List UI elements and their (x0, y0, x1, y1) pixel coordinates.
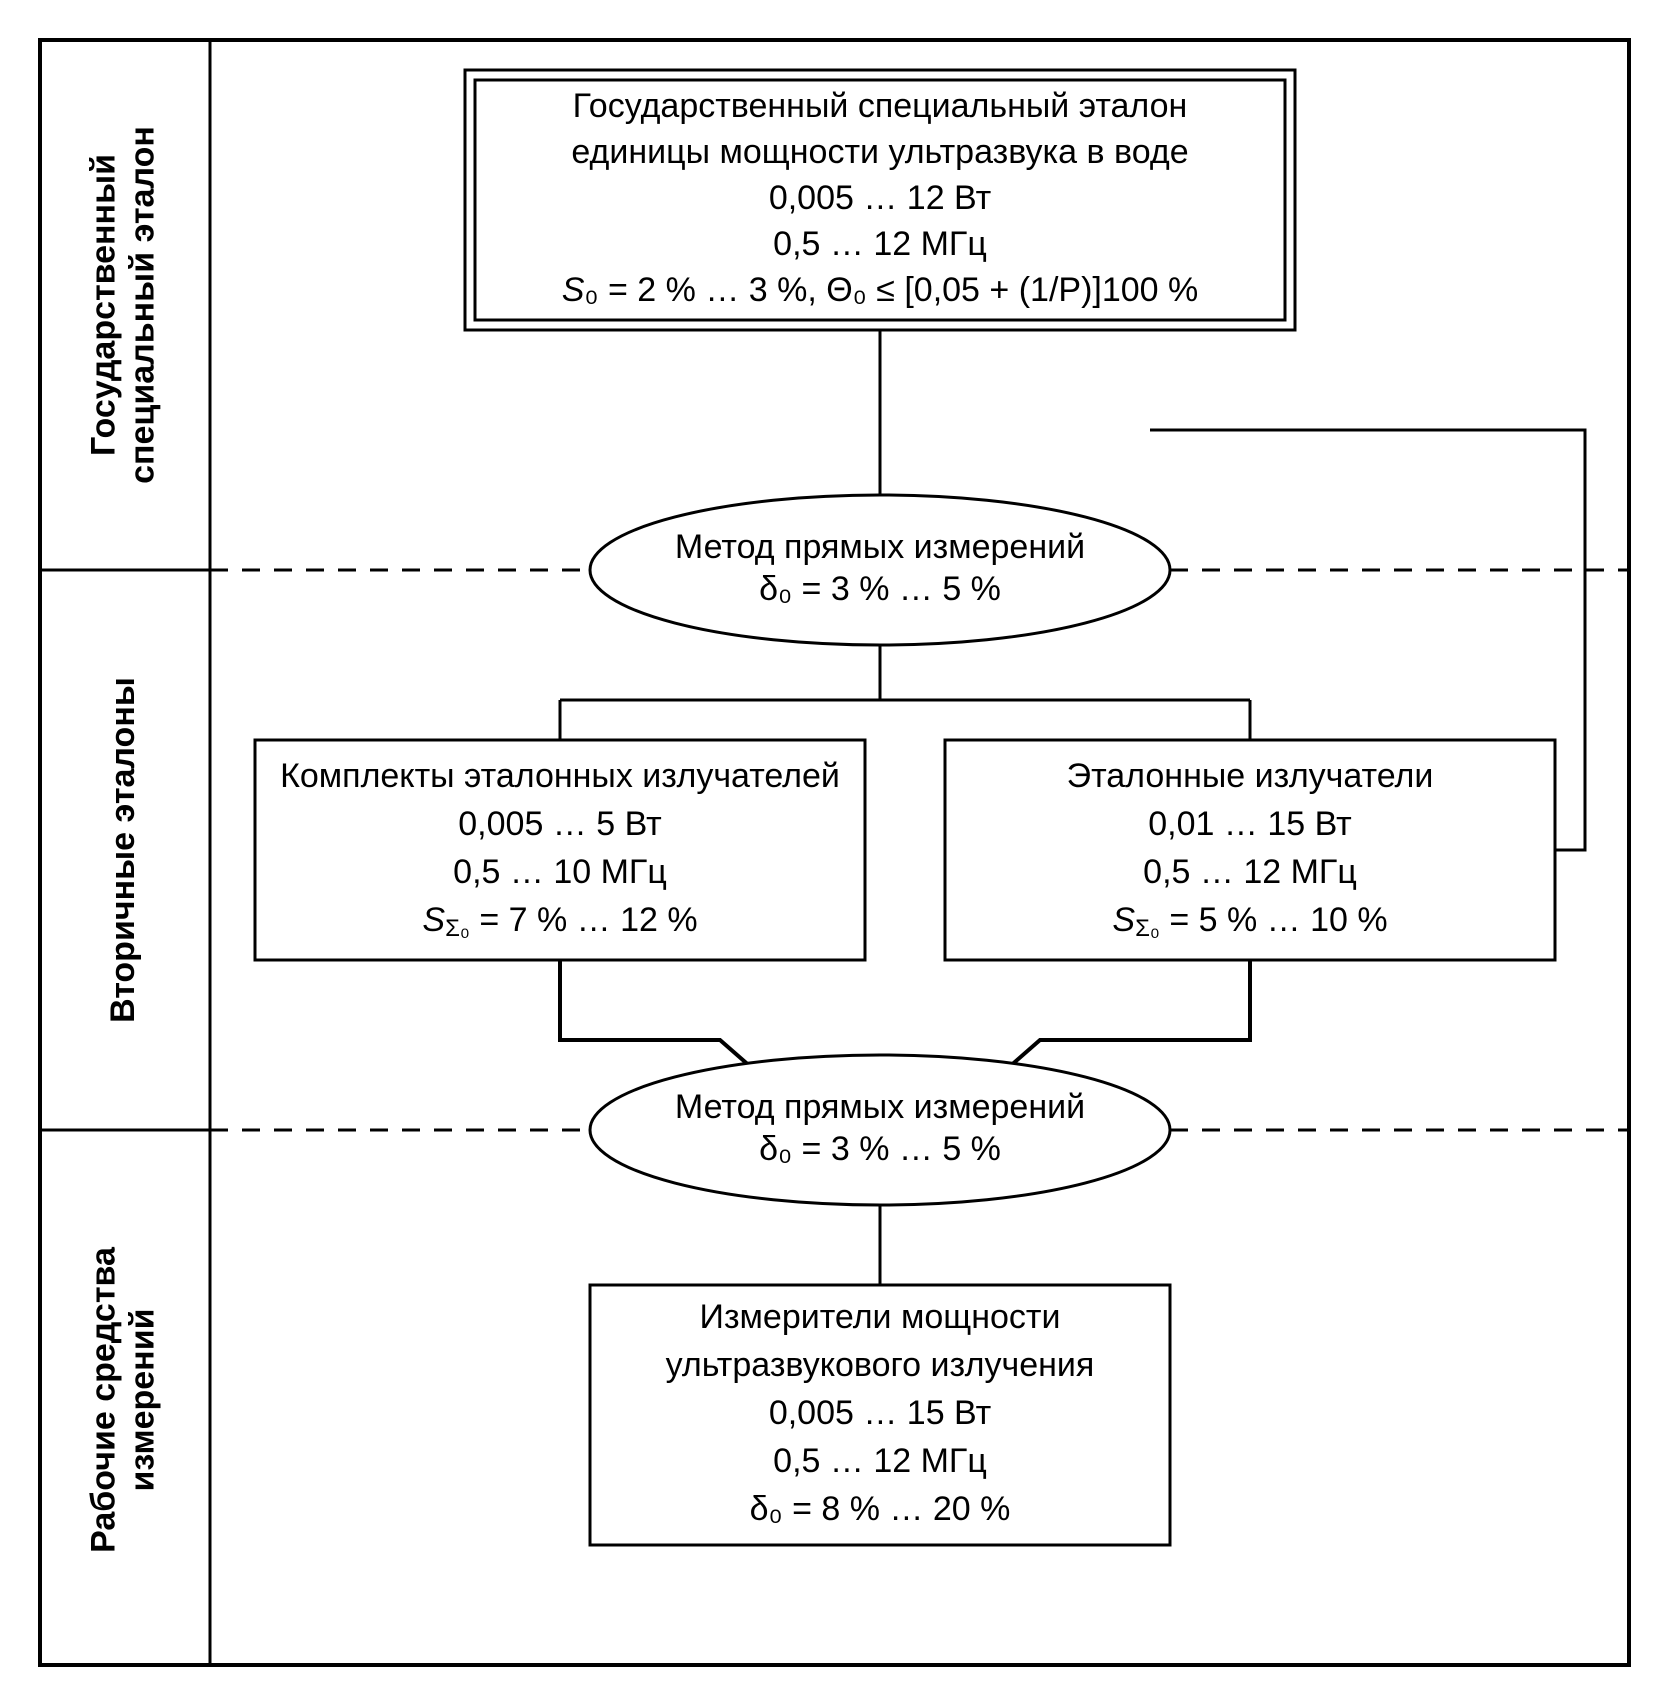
svg-text:0,5 … 12 МГц: 0,5 … 12 МГц (1143, 853, 1357, 891)
svg-text:δ₀ = 3 % … 5 %: δ₀ = 3 % … 5 % (759, 1130, 1001, 1168)
svg-text:Измерители мощности: Измерители мощности (700, 1298, 1061, 1336)
svg-text:0,5 … 12 МГц: 0,5 … 12 МГц (773, 1442, 987, 1480)
svg-text:единицы мощности ультразвука в: единицы мощности ультразвука в воде (571, 133, 1188, 171)
svg-text:Комплекты эталонных излучателе: Комплекты эталонных излучателей (280, 757, 840, 795)
svg-text:S₀ = 2 % … 3 %, Θ₀ ≤ [0,05 + (: S₀ = 2 % … 3 %, Θ₀ ≤ [0,05 + (1/P)]100 % (562, 271, 1199, 309)
svg-text:Вторичные эталоны: Вторичные эталоны (104, 677, 142, 1023)
svg-text:0,01 … 15 Вт: 0,01 … 15 Вт (1148, 805, 1351, 843)
svg-text:Государственный: Государственный (84, 154, 122, 456)
svg-text:Метод прямых измерений: Метод прямых измерений (675, 1088, 1085, 1126)
svg-text:Метод прямых измерений: Метод прямых измерений (675, 528, 1085, 566)
diagram-root: Государственныйспециальный эталон Вторичн… (0, 0, 1669, 1705)
svg-text:0,5 … 12 МГц: 0,5 … 12 МГц (773, 225, 987, 263)
svg-text:0,005 … 5 Вт: 0,005 … 5 Вт (458, 805, 661, 843)
svg-text:специальный эталон: специальный эталон (124, 126, 162, 484)
row-label-0: Государственныйспециальный эталон (84, 126, 161, 484)
svg-text:Эталонные излучатели: Эталонные излучатели (1067, 757, 1434, 795)
svg-text:Рабочие средства: Рабочие средства (84, 1246, 122, 1553)
svg-text:0,5 … 10 МГц: 0,5 … 10 МГц (453, 853, 667, 891)
row-label-1: Вторичные эталоны (104, 677, 142, 1023)
svg-text:δ₀ = 3 % … 5 %: δ₀ = 3 % … 5 % (759, 570, 1001, 608)
svg-text:измерений: измерений (124, 1308, 162, 1491)
svg-text:δ₀ = 8 % … 20 %: δ₀ = 8 % … 20 % (750, 1490, 1011, 1528)
svg-text:0,005 … 12 Вт: 0,005 … 12 Вт (769, 179, 991, 217)
svg-text:ультразвукового излучения: ультразвукового излучения (666, 1346, 1095, 1384)
svg-text:0,005 … 15 Вт: 0,005 … 15 Вт (769, 1394, 991, 1432)
svg-text:Государственный специальный эт: Государственный специальный эталон (573, 87, 1188, 125)
